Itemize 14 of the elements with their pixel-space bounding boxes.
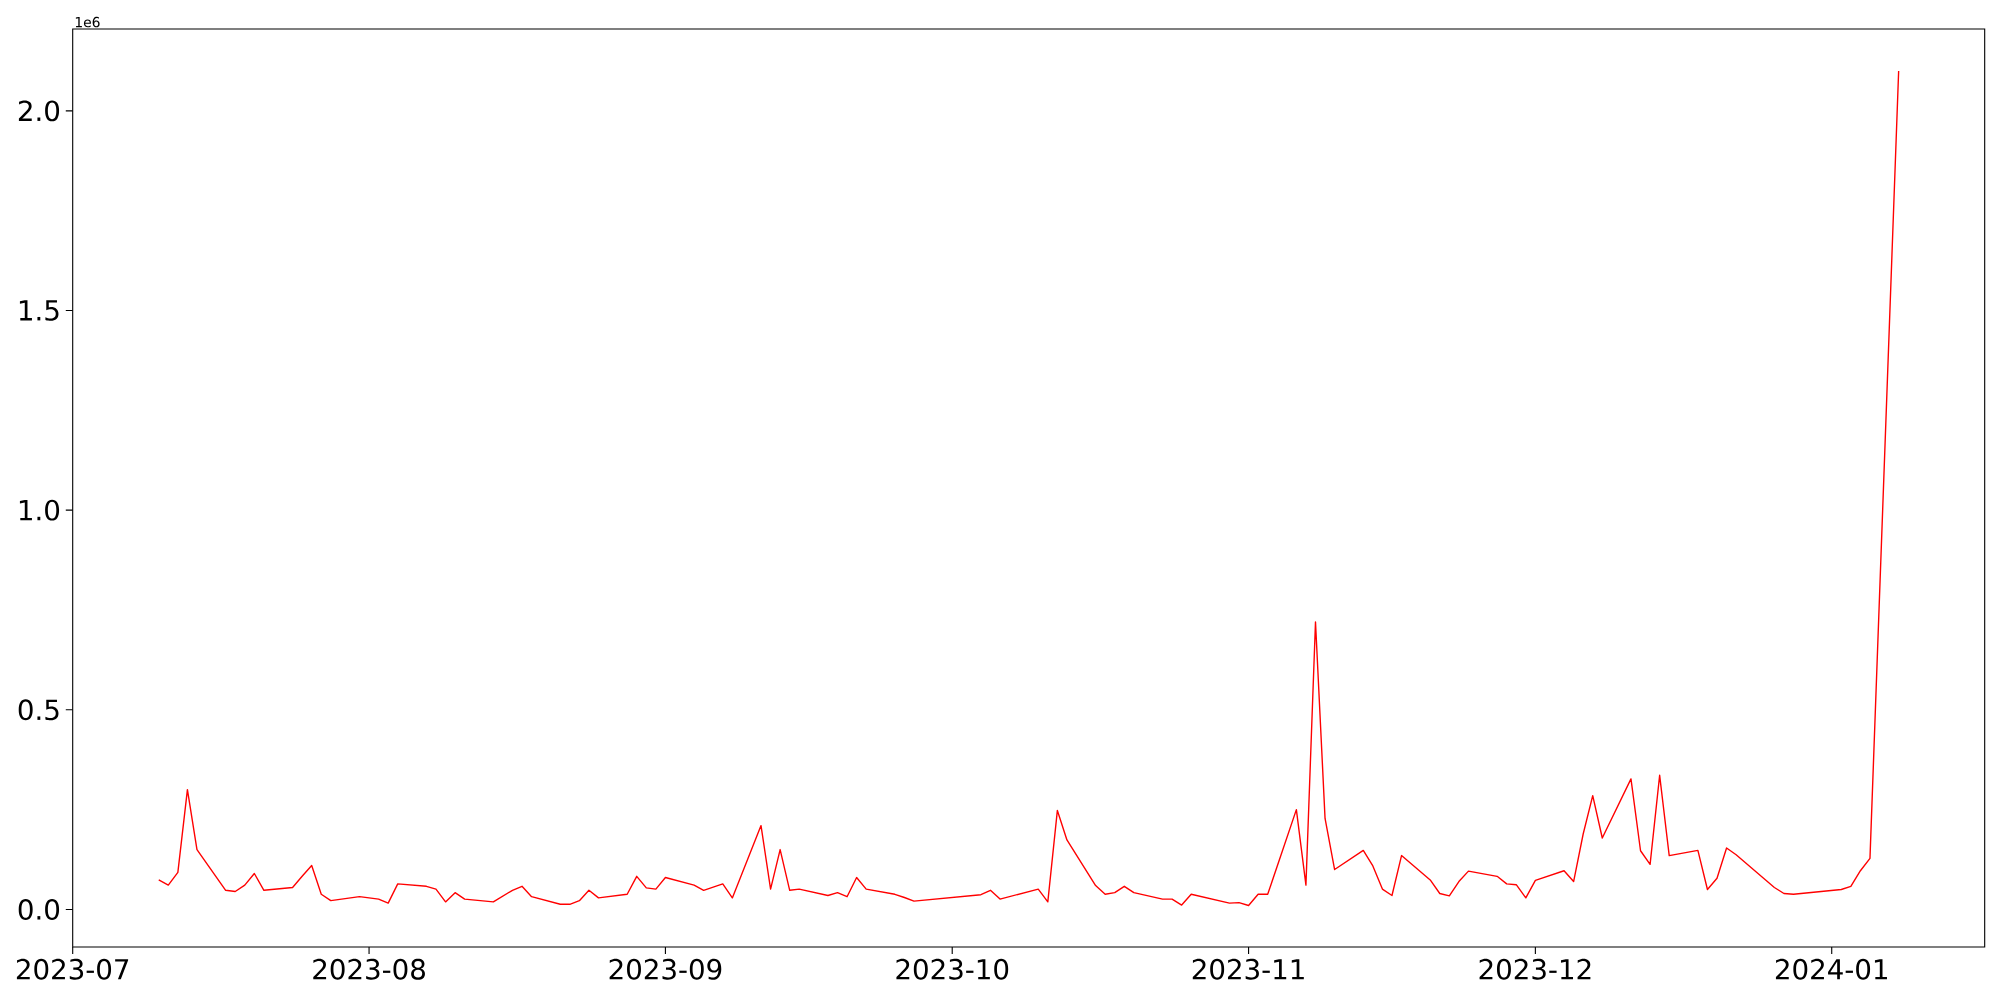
- line-series: [158, 70, 1900, 907]
- x-tick-label: 2023-11: [1192, 958, 1304, 980]
- y-tick-label: 1.0: [19, 499, 60, 521]
- y-tick-label: 0.0: [18, 899, 60, 920]
- x-tick-label: 2023-07: [16, 958, 129, 980]
- x-tick-label: 2023-12: [1479, 958, 1591, 980]
- y-tick-label: 2.0: [18, 100, 60, 122]
- x-tick-label: 2023-08: [313, 958, 425, 980]
- text: 1e6: [75, 16, 100, 28]
- y-tick-label: 1.5: [19, 300, 59, 321]
- x-tick-label: 2024-01: [1775, 958, 1887, 980]
- x-tick-label: 2023-09: [609, 958, 722, 980]
- y-tick-label: 0.5: [18, 699, 59, 721]
- x-tick-label: 2023-10: [896, 958, 1009, 980]
